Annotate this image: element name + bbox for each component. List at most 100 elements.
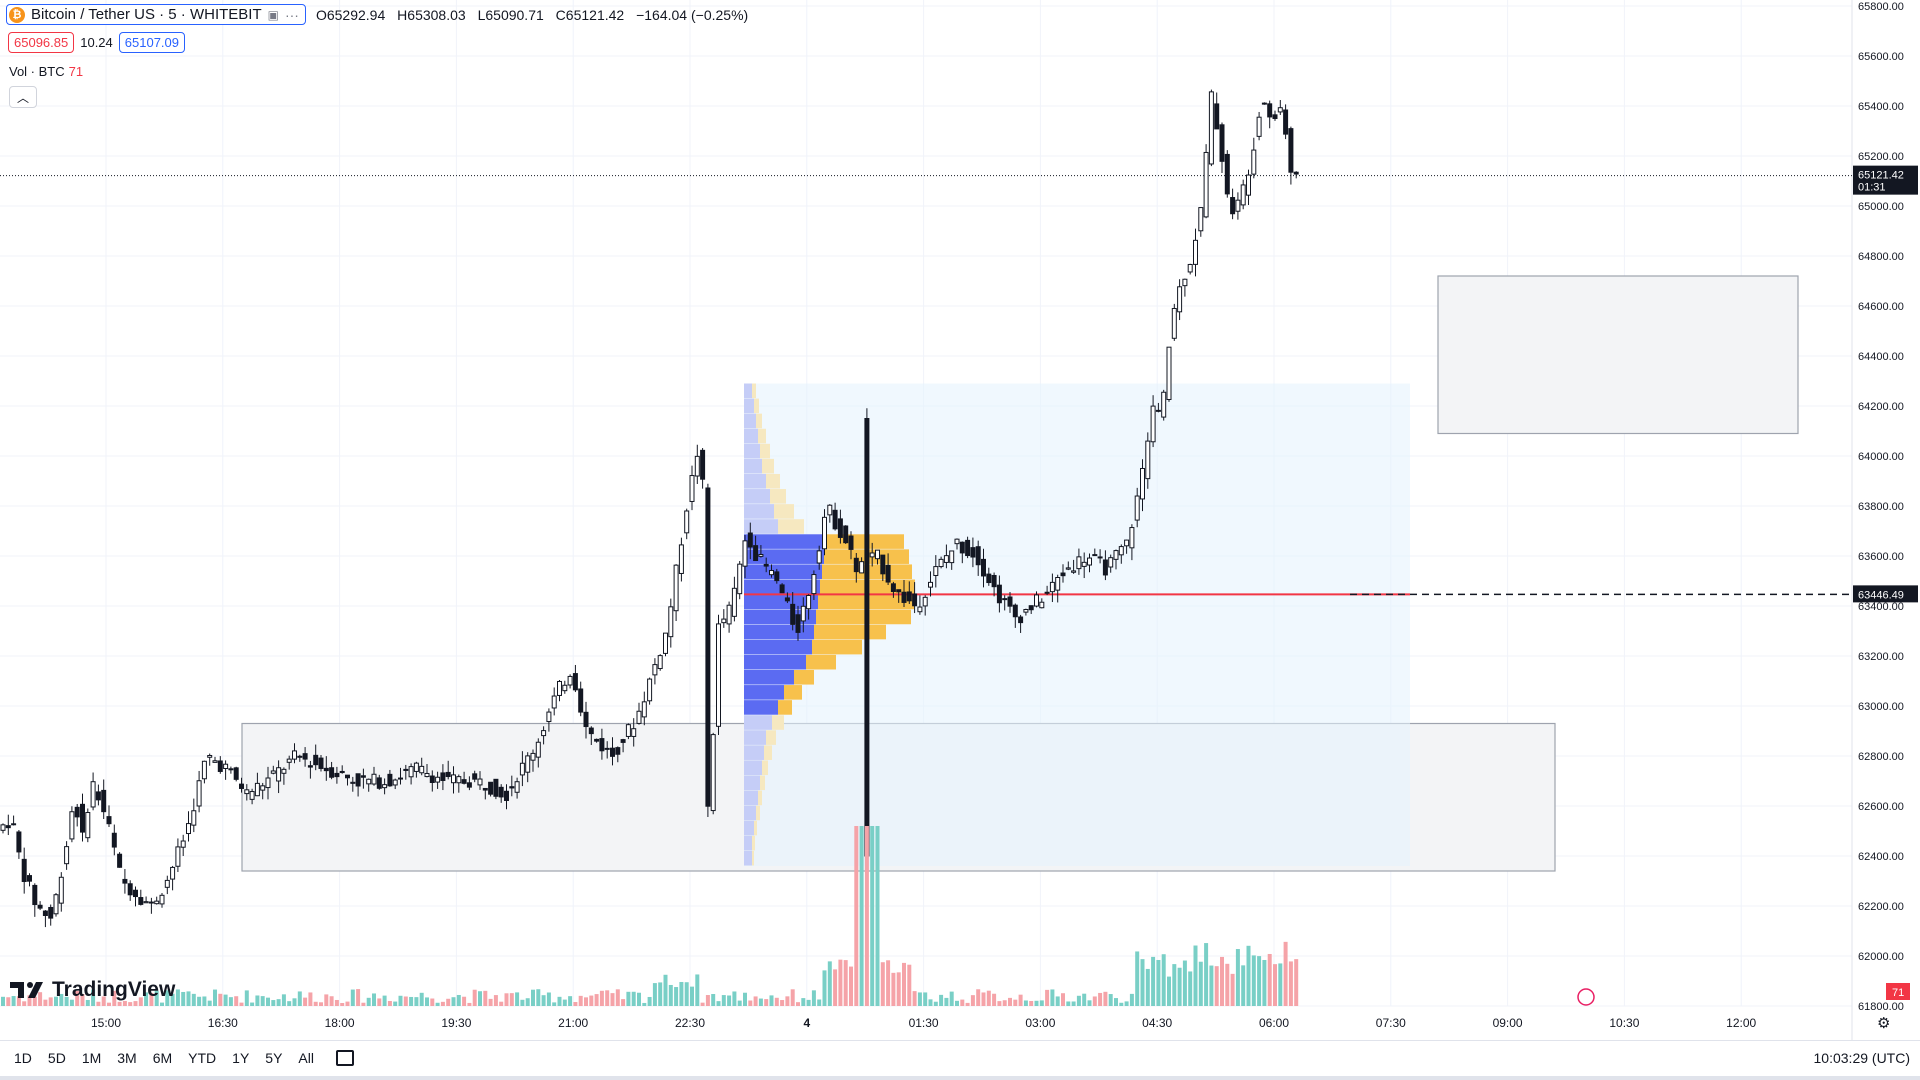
- candle-up: [85, 812, 91, 839]
- volume-bar: [541, 995, 546, 1006]
- timeframe-1m[interactable]: 1M: [81, 1050, 102, 1066]
- candle-up: [64, 846, 70, 865]
- candle-up: [541, 730, 547, 737]
- volume-bar: [440, 1001, 445, 1006]
- collapse-legend-button[interactable]: ︿: [9, 86, 37, 108]
- volume-bar: [668, 984, 673, 1006]
- candle-up: [657, 655, 663, 670]
- candle-up: [1208, 91, 1214, 165]
- candle-up: [1124, 539, 1130, 547]
- candle-up: [1182, 278, 1188, 287]
- candle-up: [806, 594, 812, 610]
- timeframe-6m[interactable]: 6M: [152, 1050, 173, 1066]
- profile-bar-up: [744, 745, 764, 760]
- candles: [0, 89, 1299, 928]
- tradingview-logo[interactable]: TradingView: [10, 978, 175, 1002]
- candle-down: [779, 584, 785, 594]
- price-chart[interactable]: 65800.00 65600.00 65400.00 65200.00 65000.00…: [0, 0, 1920, 1040]
- candle-down: [599, 738, 605, 752]
- more-icon[interactable]: ···: [284, 6, 299, 23]
- volume-bar: [1167, 976, 1171, 1006]
- candle-up: [721, 618, 727, 624]
- candle-up: [1108, 557, 1114, 568]
- volume-bar: [849, 966, 853, 1006]
- volume-bar: [462, 996, 467, 1006]
- timeframe-1y[interactable]: 1Y: [232, 1050, 250, 1066]
- profile-bar-down: [766, 473, 780, 489]
- volume-bar: [562, 999, 567, 1006]
- bottom-toolbar: 1D 5D 1M 3M 6M YTD 1Y 5Y All 10:03:29 (U…: [0, 1040, 1920, 1075]
- volume-bar: [80, 994, 85, 1006]
- price-tick-label: 61800.00: [1858, 1001, 1904, 1013]
- symbol-selector[interactable]: ₿ Bitcoin / Tether US · 5 · WHITEBIT ▣ ·…: [6, 4, 306, 25]
- timeframe-5d[interactable]: 5D: [47, 1050, 66, 1066]
- volume-bar: [138, 997, 143, 1006]
- candle-down: [747, 532, 753, 548]
- volume-bar: [859, 826, 864, 1006]
- volume-bar: [1246, 945, 1251, 1006]
- volume-bar: [960, 999, 965, 1006]
- volume-bar: [372, 993, 376, 1006]
- price-tick-label: 64000.00: [1858, 451, 1904, 463]
- candle-up: [1256, 116, 1262, 137]
- timeframe-1d[interactable]: 1D: [14, 1050, 32, 1066]
- timeframe-ytd[interactable]: YTD: [188, 1050, 217, 1066]
- candle-down: [488, 781, 494, 795]
- candle-down: [578, 688, 584, 713]
- volume-bar: [64, 996, 69, 1006]
- volume-bar: [451, 997, 456, 1006]
- timeframe-5y[interactable]: 5Y: [265, 1050, 283, 1066]
- timeframe-all[interactable]: All: [298, 1050, 314, 1066]
- candle-up: [456, 776, 462, 784]
- buy-price-button[interactable]: 65107.09: [118, 32, 186, 53]
- volume-bar: [1220, 956, 1224, 1006]
- volume-bar: [1273, 964, 1277, 1006]
- calendar-icon[interactable]: [335, 1050, 354, 1066]
- candle-up: [170, 866, 176, 880]
- volume-bar: [626, 991, 631, 1006]
- volume-bar: [483, 990, 488, 1006]
- candle-down: [965, 539, 971, 557]
- candle-up: [371, 773, 377, 785]
- eye-icon[interactable]: ▣: [267, 7, 279, 22]
- volume-bar: [907, 964, 912, 1006]
- price-tick-label: 65200.00: [1858, 151, 1904, 163]
- settings-gear-icon[interactable]: ⚙: [1877, 1015, 1891, 1032]
- timeframe-3m[interactable]: 3M: [117, 1050, 137, 1066]
- candle-down: [403, 768, 409, 771]
- candle-up: [726, 604, 732, 625]
- profile-bar-down: [760, 443, 770, 459]
- candle-up: [530, 752, 536, 761]
- volume-bar: [875, 826, 880, 1006]
- candle-up: [869, 552, 875, 558]
- brand-name: TradingView: [52, 978, 176, 1001]
- profile-bar-up: [744, 519, 778, 534]
- candle-up: [265, 777, 271, 789]
- candle-down: [1102, 559, 1108, 576]
- candle-up: [244, 789, 250, 795]
- volume-bar: [308, 992, 313, 1006]
- candle-down: [80, 803, 85, 833]
- candle-down: [302, 753, 308, 760]
- candle-down: [912, 593, 918, 607]
- profile-bar-up: [744, 383, 752, 399]
- price-tick-label: 65600.00: [1858, 51, 1904, 63]
- volume-bar: [827, 961, 832, 1006]
- sell-price-button[interactable]: 65096.85: [8, 32, 75, 53]
- volume-bar: [504, 993, 509, 1006]
- candle-up: [1198, 207, 1204, 232]
- candle-up: [1145, 440, 1151, 480]
- volume-bar: [409, 996, 414, 1006]
- volume-bar: [986, 990, 991, 1006]
- utc-clock[interactable]: 10:03:29 (UTC): [1813, 1050, 1910, 1066]
- profile-bar-down: [758, 428, 766, 444]
- candle-up: [1246, 174, 1251, 196]
- candle-down: [339, 770, 345, 774]
- candle-down: [890, 583, 896, 592]
- volume-bar: [721, 995, 726, 1006]
- profile-bar-down: [778, 519, 804, 534]
- candle-down: [323, 767, 329, 772]
- candle-down: [466, 782, 472, 788]
- volume-bar: [101, 996, 106, 1006]
- volume-bar: [271, 1000, 276, 1006]
